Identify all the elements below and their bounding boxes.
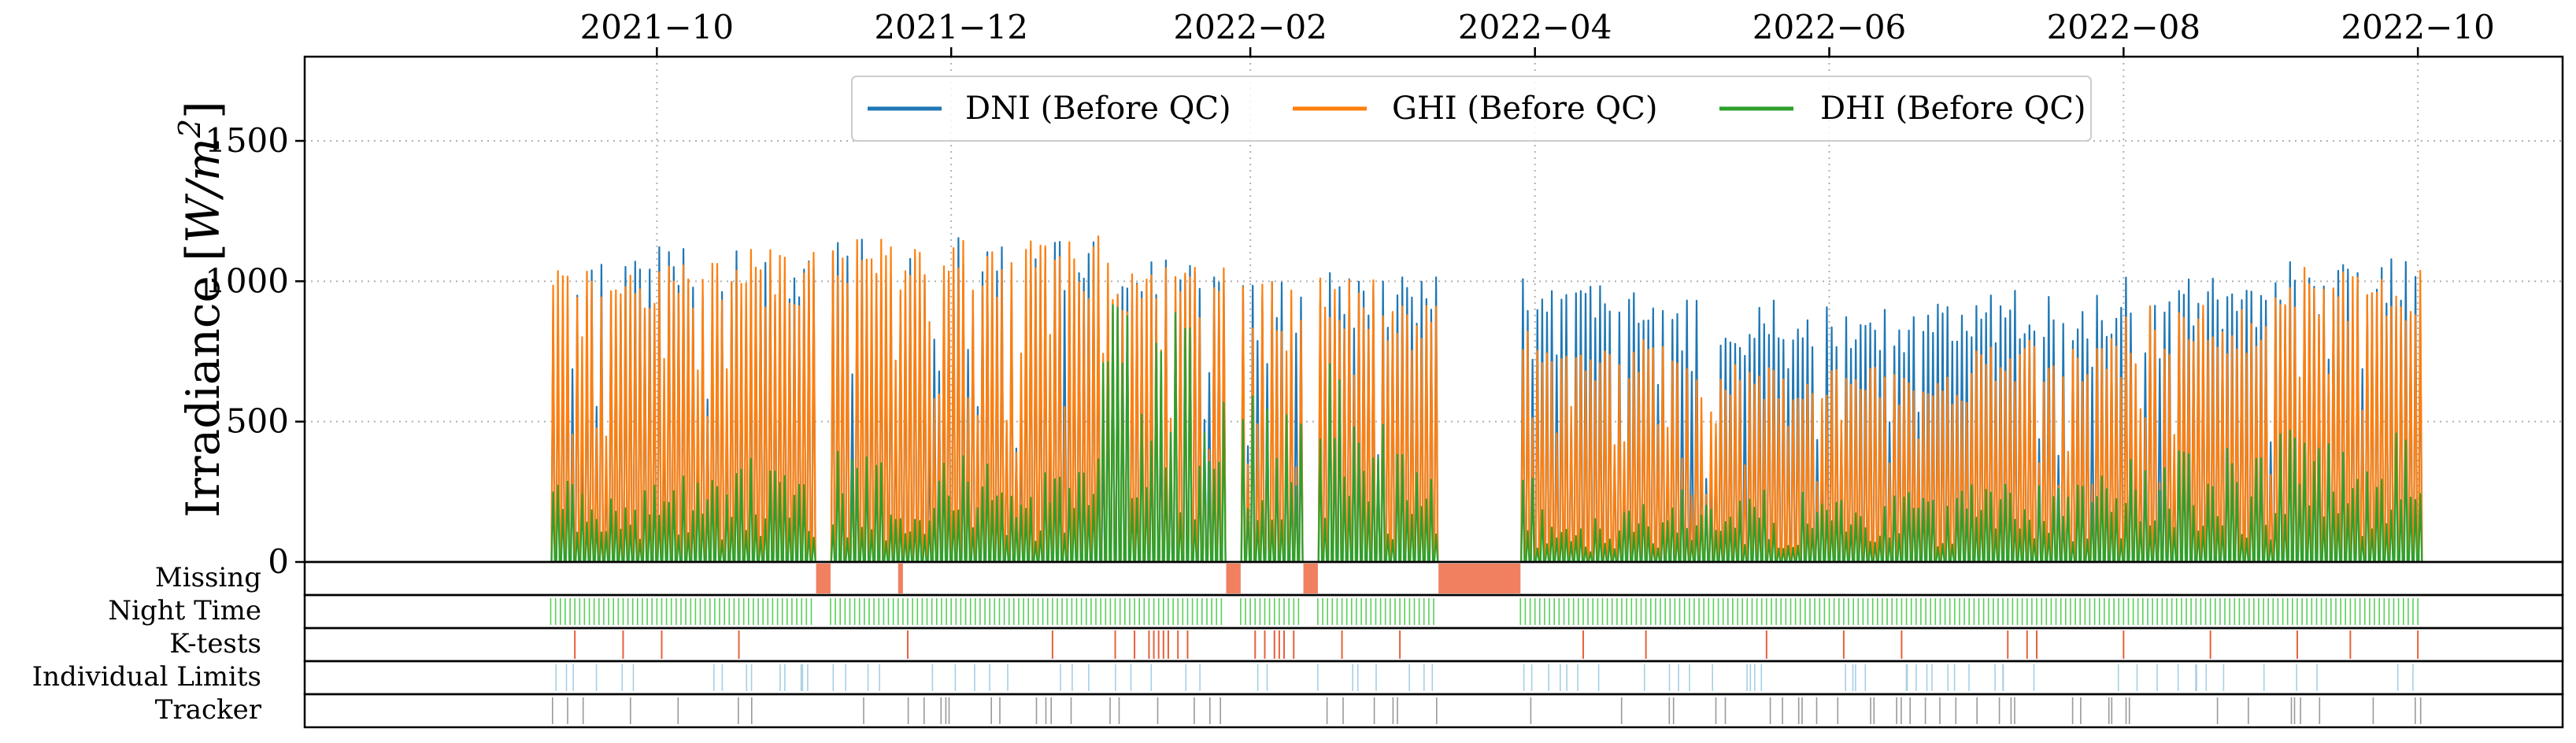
flag-row-label: Individual Limits [32, 661, 261, 693]
legend-label-dni: DNI (Before QC) [965, 91, 1231, 127]
x-tick-label: 2022−02 [1173, 8, 1327, 46]
flag-missing-span [1226, 564, 1241, 593]
flag-sparse-marks [555, 664, 2414, 691]
x-tick-label: 2022−10 [2341, 8, 2495, 46]
y-tick-label: 1500 [205, 121, 289, 160]
x-tick-label: 2022−08 [2047, 8, 2201, 46]
x-tick-label: 2022−06 [1752, 8, 1907, 46]
legend-label-dhi: DHI (Before QC) [1820, 91, 2086, 127]
flag-sparse-marks [552, 697, 2422, 724]
flag-row-label: Missing [155, 562, 261, 593]
flag-row-k-tests: K-tests [169, 627, 2564, 663]
legend-label-ghi: GHI (Before QC) [1392, 91, 1657, 127]
flag-row-tracker: Tracker [155, 693, 2564, 729]
x-tick-label: 2022−04 [1458, 8, 1612, 46]
flag-row-individual-limits: Individual Limits [32, 660, 2564, 696]
series-dhi-line [550, 304, 2423, 562]
series-layer [550, 235, 2423, 562]
flag-row-frame [303, 560, 2564, 597]
legend: DNI (Before QC) GHI (Before QC) DHI (Bef… [851, 76, 2092, 142]
x-axis: 2021−10 2021−12 2022−02 2022−04 2022−06 2022−… [580, 8, 2495, 57]
flag-night-marks [550, 598, 2419, 625]
flag-row-label: Tracker [155, 694, 262, 726]
x-tick-label: 2021−12 [874, 8, 1028, 46]
flag-missing-span [816, 564, 831, 593]
flag-row-night-time: Night Time [108, 593, 2564, 630]
flag-row-frame [303, 627, 2564, 663]
y-tick-label: 0 [268, 542, 289, 581]
series-ghi-line [550, 235, 2423, 562]
flag-missing-span [1303, 564, 1318, 593]
y-tick-label: 500 [226, 402, 289, 441]
flag-row-missing: Missing [155, 560, 2564, 597]
y-axis: 0 500 1000 1500 [205, 121, 305, 581]
x-tick-label: 2021−10 [580, 8, 735, 46]
flag-missing-span [898, 564, 903, 593]
legend-frame [851, 76, 2092, 142]
y-axis-label: Irradiance [W/m2] [172, 101, 230, 517]
flag-missing-span [1438, 564, 1521, 593]
flag-row-label: K-tests [169, 628, 261, 660]
flag-row-frame [303, 693, 2564, 729]
flag-row-label: Night Time [108, 595, 261, 627]
y-tick-label: 1000 [205, 261, 289, 300]
